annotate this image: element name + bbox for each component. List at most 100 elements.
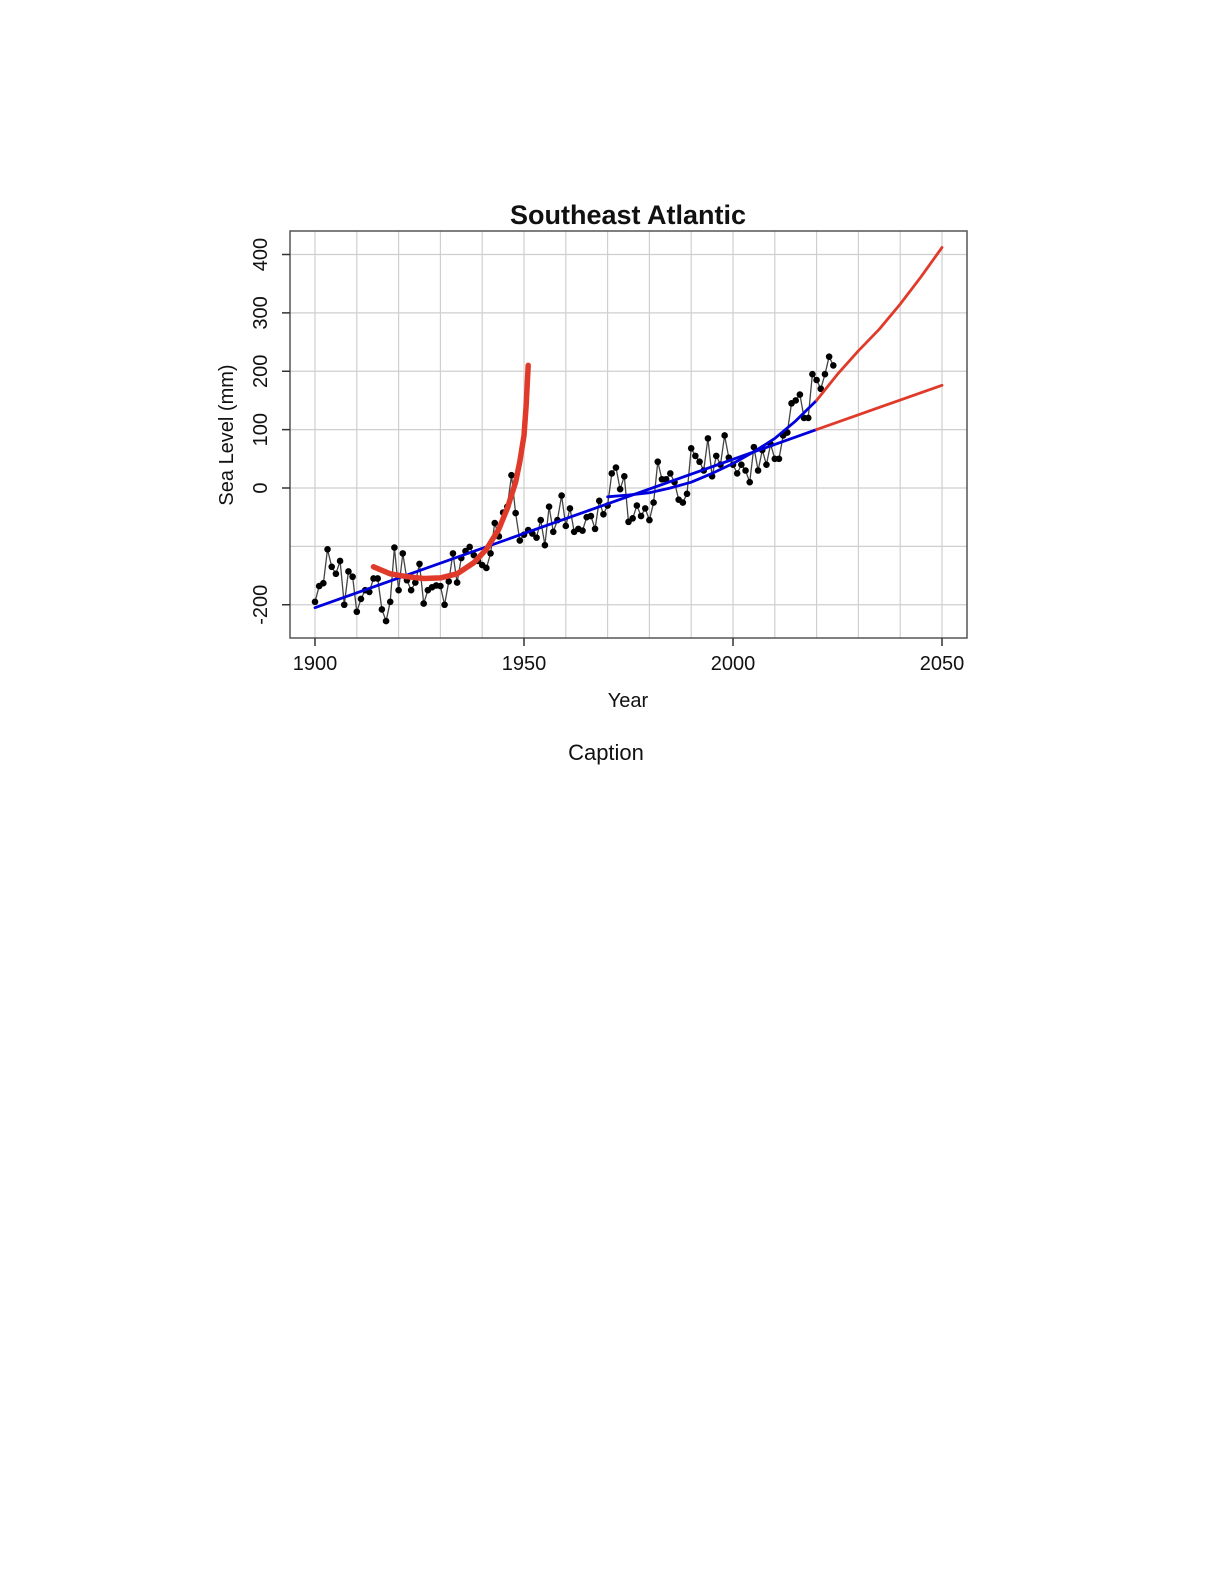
observed-point xyxy=(491,519,499,527)
y-tick-label: -200 xyxy=(250,585,272,625)
series-layer xyxy=(311,246,944,625)
observed-point xyxy=(683,490,691,498)
observed-point xyxy=(378,606,386,613)
observed-point xyxy=(562,522,570,530)
observed-point xyxy=(662,475,670,483)
observed-point xyxy=(391,544,398,551)
x-tick-label: 1950 xyxy=(502,653,547,675)
observed-point xyxy=(738,461,745,468)
observed-point xyxy=(483,564,490,572)
ticks: 1900 1950 2000 2050 -200 0 100 200 300 400 xyxy=(250,238,964,675)
observed-point xyxy=(412,579,419,586)
observed-point xyxy=(641,505,649,512)
x-tick-label: 2000 xyxy=(711,653,756,675)
x-axis-label: Year xyxy=(608,690,649,712)
observed-point xyxy=(637,512,645,520)
observed-point xyxy=(441,601,448,609)
chart-title: Southeast Atlantic xyxy=(510,200,746,230)
observed-point xyxy=(445,578,453,585)
observed-point xyxy=(654,458,662,466)
observed-point xyxy=(629,515,636,522)
observed-point xyxy=(750,443,758,451)
observed-point xyxy=(549,528,557,536)
observed-point xyxy=(345,568,352,575)
observed-point xyxy=(336,557,344,565)
chart: 1900 1950 2000 2050 -200 0 100 200 300 400 Southe… xyxy=(216,200,968,712)
observed-point xyxy=(340,601,348,609)
recent-trend-curve xyxy=(606,398,818,499)
observed-point xyxy=(821,370,829,378)
observed-point xyxy=(324,545,331,553)
observed-point xyxy=(487,550,494,557)
observed-point xyxy=(809,370,816,378)
observed-point xyxy=(566,505,574,512)
observed-point xyxy=(320,579,327,587)
observed-point xyxy=(533,534,540,541)
observed-point xyxy=(353,608,361,616)
x-tick-label: 2050 xyxy=(920,653,965,675)
observed-point xyxy=(579,527,586,534)
observed-point xyxy=(633,502,641,509)
observed-point xyxy=(825,353,833,360)
observed-point xyxy=(595,497,603,505)
observed-point xyxy=(349,573,356,581)
observed-point xyxy=(712,452,720,460)
observed-point xyxy=(558,492,565,499)
y-tick-label: 400 xyxy=(250,238,272,271)
observed-point xyxy=(600,510,607,518)
observed-point xyxy=(830,362,837,369)
observed-point xyxy=(775,455,783,463)
observed-point xyxy=(545,503,553,510)
early-fit-curve xyxy=(370,362,531,582)
linear-projection-line xyxy=(815,383,944,432)
observed-point xyxy=(407,586,415,594)
observed-point xyxy=(541,541,549,549)
observed-point xyxy=(612,464,620,471)
observed-point xyxy=(399,550,407,557)
observed-point xyxy=(616,485,624,493)
observed-point xyxy=(332,570,340,578)
observed-point xyxy=(679,499,687,506)
observed-point xyxy=(512,509,519,517)
observed-point xyxy=(537,516,545,524)
y-axis-label: Sea Level (mm) xyxy=(216,364,238,505)
observed-point xyxy=(704,435,712,442)
y-tick-label: 200 xyxy=(250,355,272,388)
observed-point xyxy=(516,537,524,544)
observed-point xyxy=(453,579,461,586)
x-tick-label: 1900 xyxy=(293,653,338,675)
observed-point xyxy=(696,458,703,466)
plot-frame xyxy=(289,230,968,639)
observed-point xyxy=(591,525,599,533)
y-tick-label: 100 xyxy=(250,413,272,446)
observed-point xyxy=(587,512,595,520)
observed-point xyxy=(721,432,728,439)
observed-point xyxy=(763,461,770,468)
observed-point xyxy=(328,563,336,571)
observed-point xyxy=(608,470,616,477)
observed-point xyxy=(386,598,394,606)
observed-point xyxy=(437,582,444,590)
y-tick-label: 0 xyxy=(250,482,272,493)
accelerated-projection-line xyxy=(815,246,944,402)
grid xyxy=(290,231,967,638)
observed-point xyxy=(416,560,423,568)
observed-point xyxy=(667,470,674,477)
observed-point xyxy=(374,575,382,582)
observed-point xyxy=(311,598,319,606)
observed-point xyxy=(754,467,762,474)
observed-point xyxy=(420,600,427,607)
observed-point xyxy=(817,385,825,393)
observed-point xyxy=(792,397,799,404)
observed-point xyxy=(621,473,628,480)
observed-point xyxy=(650,499,657,506)
observed-point xyxy=(733,470,741,477)
observed-point xyxy=(508,471,515,479)
observed-point xyxy=(742,467,749,474)
observed-point xyxy=(746,478,754,486)
observed-point xyxy=(804,414,812,422)
observed-point xyxy=(813,376,820,384)
observed-point xyxy=(357,595,365,603)
observed-point xyxy=(466,543,473,551)
observed-point xyxy=(796,391,804,398)
